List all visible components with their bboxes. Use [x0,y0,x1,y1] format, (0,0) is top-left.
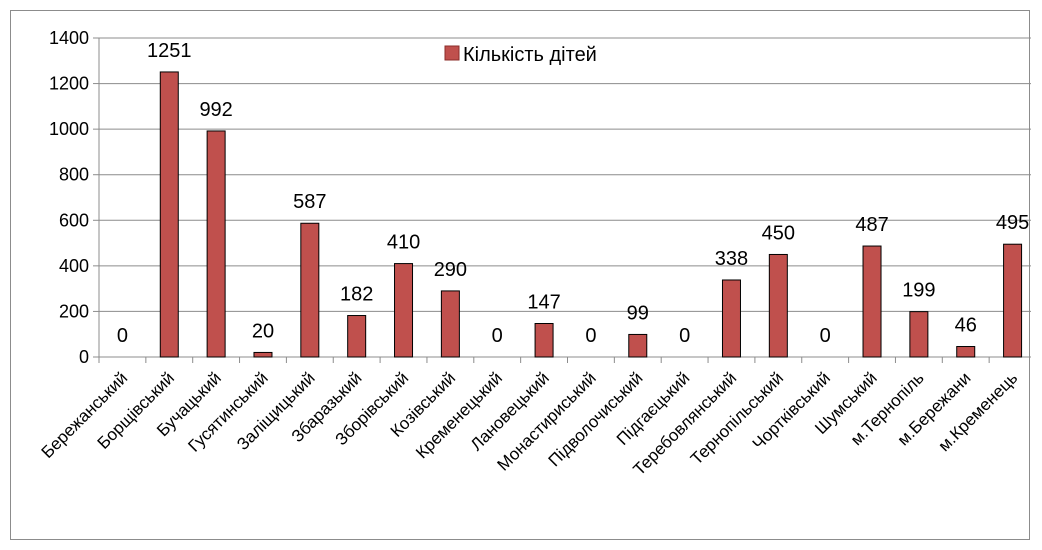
y-tick-label-400: 400 [59,256,89,276]
legend-label: Кількість дітей [463,44,597,66]
data-label-7: 290 [434,259,467,281]
data-label-5: 182 [340,284,373,306]
y-tick-label-1400: 1400 [49,28,89,48]
data-label-10: 0 [585,325,596,347]
bars [159,71,1023,358]
bar-4 [300,222,320,358]
data-label-6: 410 [387,232,420,254]
y-tick-label-600: 600 [59,210,89,230]
data-label-11: 99 [627,302,649,324]
data-label-12: 0 [679,325,690,347]
y-tick-label-200: 200 [59,301,89,321]
bar-14 [768,253,788,358]
bar-7 [440,290,460,358]
data-label-1: 1251 [147,40,192,62]
bar-18 [956,346,976,358]
x-axis-labels: БережанськийБорщівськийБучацькийГусятинс… [38,357,1021,479]
bar-2 [206,130,226,358]
bar-chart: 0 1251 992 20 587 182 410 290 0 147 0 99 0 338 450 0 487… [38,28,1031,479]
y-tick-label-800: 800 [59,165,89,185]
y-tick-label-1000: 1000 [49,119,89,139]
bar-6 [394,263,414,358]
legend-swatch [444,45,460,61]
gridlines [99,37,1031,312]
bar-9 [534,323,554,358]
data-label-15: 0 [820,325,831,347]
data-label-18: 46 [955,315,977,337]
data-label-9: 147 [527,292,560,314]
bar-1 [159,71,179,358]
data-label-4: 587 [293,191,326,213]
bar-5 [347,315,367,358]
data-label-0: 0 [117,325,128,347]
y-tick-label-1200: 1200 [49,74,89,94]
data-label-17: 199 [902,280,935,302]
y-tick-label-0: 0 [79,347,89,367]
bar-3 [253,351,273,358]
axes [98,38,1031,358]
data-label-13: 338 [715,248,748,270]
chart-frame: 0 1251 992 20 587 182 410 290 0 147 0 99 0 338 450 0 487… [10,10,1031,540]
data-label-19: 495 [996,212,1029,234]
legend: Кількість дітей [444,44,597,66]
bar-17 [909,311,929,358]
data-label-16: 487 [855,214,888,236]
bar-13 [721,279,741,358]
data-labels: 0 1251 992 20 587 182 410 290 0 147 0 99 0 338 450 0 487… [117,40,1029,347]
data-label-3: 20 [252,320,274,342]
data-label-8: 0 [492,325,503,347]
bar-11 [628,333,648,358]
data-label-2: 992 [199,99,232,121]
bar-19 [1003,243,1023,358]
y-axis-ticks: 0 200 400 600 800 1000 1200 1400 [49,28,99,367]
bar-16 [862,245,882,358]
data-label-14: 450 [762,222,795,244]
